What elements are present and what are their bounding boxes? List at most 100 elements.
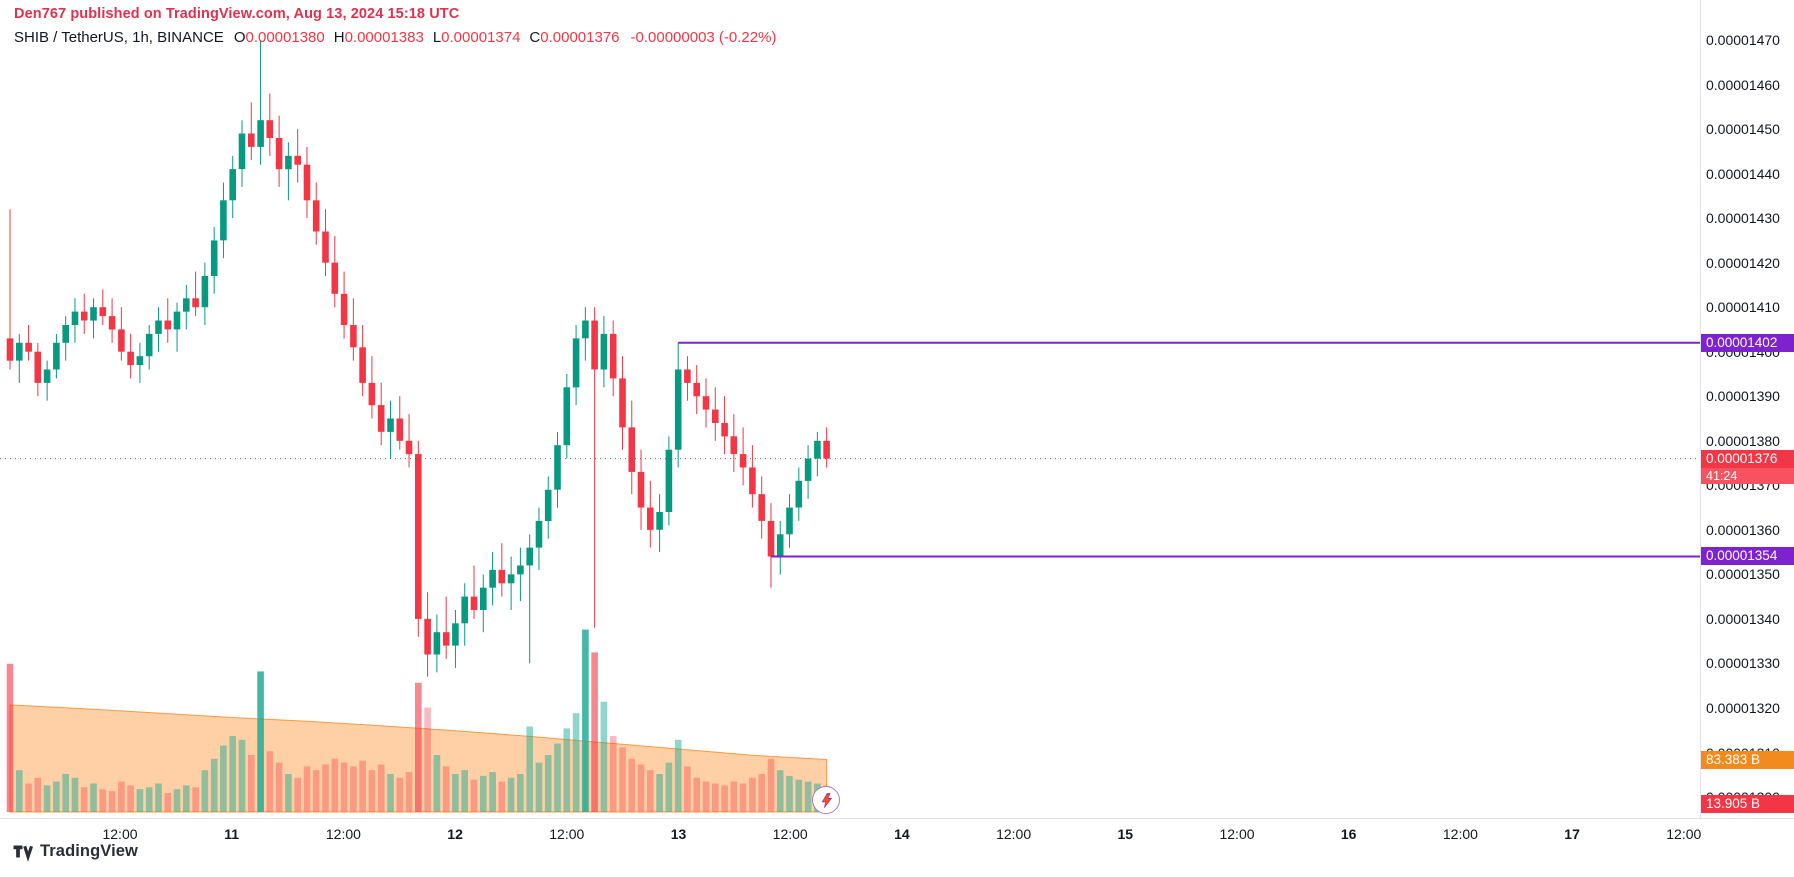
candle-body [275,138,283,170]
price-tick-label: 0.00001410 [1706,299,1780,316]
volume-bar [489,772,496,812]
candle-body [99,307,107,317]
candle-body [480,587,487,610]
volume-bar [108,791,116,812]
candle-body [526,547,533,566]
high-label: H [333,29,345,46]
candle-body [600,333,608,370]
candle-body [442,632,450,646]
tradingview-wordmark: TradingView [40,842,138,860]
candle-body [739,454,747,468]
candle-body [53,342,60,370]
tradingview-logo[interactable]: TradingView [12,841,138,862]
time-tick-label: 11 [224,826,240,842]
volume-bar [804,781,812,812]
volume-bar [498,781,506,812]
candle-body [776,534,784,557]
candle-body [312,200,320,232]
candle-body [452,623,459,646]
support-price-label: 0.00001354 [1701,547,1794,565]
volume-bar [600,701,608,812]
candle-body [285,155,292,170]
close-label: C [529,29,541,46]
time-tick-label: 12:00 [772,826,808,842]
volume-bar [665,762,673,812]
volume-bar [229,736,236,812]
volume-ma-value-label: 83.383 B [1701,751,1794,769]
price-tick-label: 0.00001450 [1706,121,1780,138]
volume-bar [387,774,394,812]
volume-bar [749,777,756,812]
volume-bar [712,783,719,812]
price-tick-label: 0.00001320 [1706,700,1780,716]
volume-bar [415,682,422,812]
candle-body [220,200,227,241]
candle-body [359,347,366,383]
candle-body [730,436,738,455]
candle-body [656,512,663,530]
low-label: L [432,29,442,46]
candle-body [702,396,710,410]
volume-bar [340,762,348,812]
volume-bar [127,785,134,812]
volume-bar [405,772,413,812]
volume-bar [183,785,190,812]
candle-body [433,632,441,655]
candle-body [25,342,32,352]
candle-body [544,489,552,521]
volume-bar [647,770,654,812]
candle-body [517,565,524,575]
time-tick-label: 13 [670,826,687,842]
volume-bar [16,770,23,812]
volume-bar [526,726,533,812]
candle-body [795,480,803,508]
candle-body [749,467,756,495]
volume-bar [266,751,274,812]
volume-bar [303,766,311,812]
time-tick-label: 12:00 [1666,826,1702,842]
tradingview-logo-icon [13,845,33,862]
volume-bar [331,758,339,812]
candle-body [647,507,654,530]
price-tick-label: 0.00001350 [1706,566,1780,583]
candle-body [183,298,190,312]
time-tick-label: 12 [447,826,463,842]
candle-body [758,494,765,521]
volume-bar [377,764,385,812]
candle-body [712,409,719,423]
time-tick-label: 12:00 [996,826,1032,842]
time-tick-label: 12:00 [1442,826,1478,842]
candle-body [535,520,543,548]
symbol-title[interactable]: SHIB / TetherUS, 1h, BINANCE [14,29,224,46]
candle-body [80,311,88,321]
volume-bar [90,783,97,812]
candles [6,40,830,677]
candle-body [90,307,97,321]
lightning-icon [821,792,832,808]
volume-bar [786,775,793,812]
volume-bar [257,671,264,812]
volume-bar [248,755,255,812]
volume-bar [628,758,636,812]
candle-body [554,445,561,490]
volume-bar [136,789,144,812]
candle-body [210,240,218,276]
volume-bar [71,777,79,812]
bar-countdown-label: 41:24 [1701,468,1794,484]
volume-bar [656,774,663,812]
candle-body [16,342,23,361]
change-value: -0.00000003 (-0.22%) [630,29,777,46]
volume-bar [517,774,524,812]
volume-bar [359,760,366,812]
volume-bar [173,789,181,812]
candle-body [108,316,116,330]
candle-body [340,293,348,325]
candle-body [192,298,199,308]
price-tick-label: 0.00001390 [1706,388,1780,405]
lightning-event-badge[interactable] [812,786,840,814]
time-tick-label: 12:00 [102,826,138,842]
volume-bar [470,779,478,812]
price-tick-label: 0.00001340 [1706,610,1780,627]
volume-bar [155,783,162,812]
